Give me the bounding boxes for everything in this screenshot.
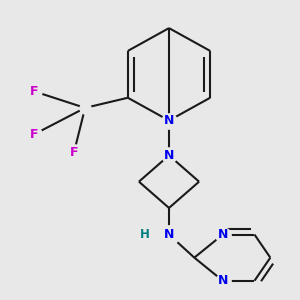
Text: N: N xyxy=(164,149,174,162)
Text: F: F xyxy=(30,128,39,141)
Text: N: N xyxy=(164,114,174,127)
Text: F: F xyxy=(30,85,39,98)
Text: N: N xyxy=(218,228,228,241)
Text: N: N xyxy=(218,274,228,287)
Text: H: H xyxy=(140,228,150,241)
Text: N: N xyxy=(164,228,174,241)
Text: F: F xyxy=(70,146,78,159)
